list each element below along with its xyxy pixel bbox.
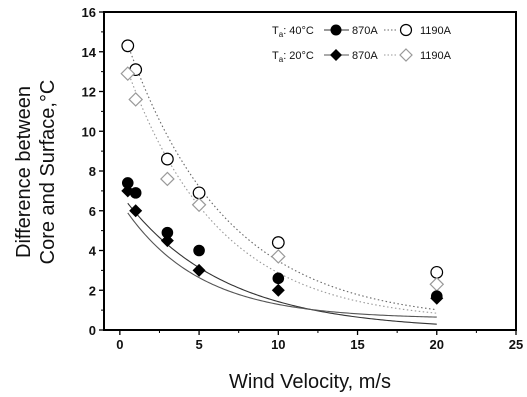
point-1190a-40c [271,236,285,249]
point-870a-20c [160,234,174,248]
point-870a-20c [430,291,444,305]
legend-group-label-sub: a [279,55,284,64]
y-axis-title-line-1: Difference between [13,86,35,258]
point-870a-20c [121,184,135,198]
legend-marker-filled-diamond [330,49,342,61]
legend-group-label-value: : 20°C [283,50,314,62]
point-1190a-40c [160,152,174,166]
data-points [120,39,445,305]
x-tick-label: 5 [195,337,202,352]
y-tick-label: 10 [82,124,96,139]
y-tick-label: 6 [89,204,96,219]
legend-marker-open-circle [399,23,413,37]
fit-curve [127,44,437,311]
point-870a-40c [161,226,174,239]
y-tick-label: 14 [82,45,97,60]
y-tick-label: 2 [89,283,96,298]
x-tick-label: 0 [116,337,123,352]
legend: Ta: 40°C 870A 1190A Ta: 20°C 870A 1190A [272,23,452,64]
x-tick-label: 25 [509,337,523,352]
point-1190a-20c [191,197,207,213]
point-870a-20c [129,204,143,218]
point-870a-20c [271,283,285,297]
x-tick-label: 20 [430,337,444,352]
y-tick-label: 4 [89,244,97,259]
legend-group-label-value: : 40°C [283,25,314,37]
point-1190a-20c [120,66,136,81]
point-870a-40c [121,177,134,189]
point-1190a-20c [429,276,445,292]
fit-curves [127,44,437,325]
legend-group-label: Ta: 20°C [272,50,314,64]
legend-label-870a: 870A [352,50,378,62]
legend-marker-open-diamond [399,48,413,62]
point-870a-40c [272,272,285,285]
y-axis-title-line-2: Core and Surface,°C [37,80,59,265]
legend-group-label-sub: a [279,30,284,39]
plot-area: 0 5 10 15 20 25 0 2 4 6 8 10 12 14 16 [82,5,524,352]
fit-curve [127,212,437,318]
y-tick-label: 8 [89,164,96,179]
y-tick-label: 16 [82,5,96,20]
legend-group-20c: Ta: 20°C 870A 1190A [272,48,452,64]
point-1190a-40c [192,186,206,200]
x-tick-label: 10 [271,337,285,352]
fit-curve [127,202,437,325]
x-axis-title: Wind Velocity, m/s [229,371,391,393]
point-1190a-40c [430,265,444,279]
point-870a-40c [193,244,205,257]
y-tick-label: 12 [82,85,96,100]
point-1190a-20c [270,249,286,264]
legend-group-40c: Ta: 40°C 870A 1190A [272,23,452,39]
legend-label-1190a: 1190A [420,50,452,62]
legend-marker-filled-circle [330,24,342,36]
point-1190a-20c [160,171,175,187]
legend-label-870a: 870A [352,25,378,37]
legend-label-1190a: 1190A [420,25,452,37]
point-1190a-20c [128,92,144,107]
y-axis-title: Difference between Core and Surface,°C [13,80,59,265]
x-axis-ticks: 0 5 10 15 20 25 [116,330,523,352]
legend-group-label-main: T [272,50,279,62]
legend-group-label-main: T [272,25,279,37]
point-1190a-40c [121,39,135,53]
y-axis-ticks: 0 2 4 6 8 10 12 14 16 [82,5,104,338]
x-tick-label: 15 [350,337,364,352]
y-tick-label: 0 [89,323,96,338]
legend-group-label: Ta: 40°C [272,25,314,39]
point-870a-20c [192,263,206,277]
